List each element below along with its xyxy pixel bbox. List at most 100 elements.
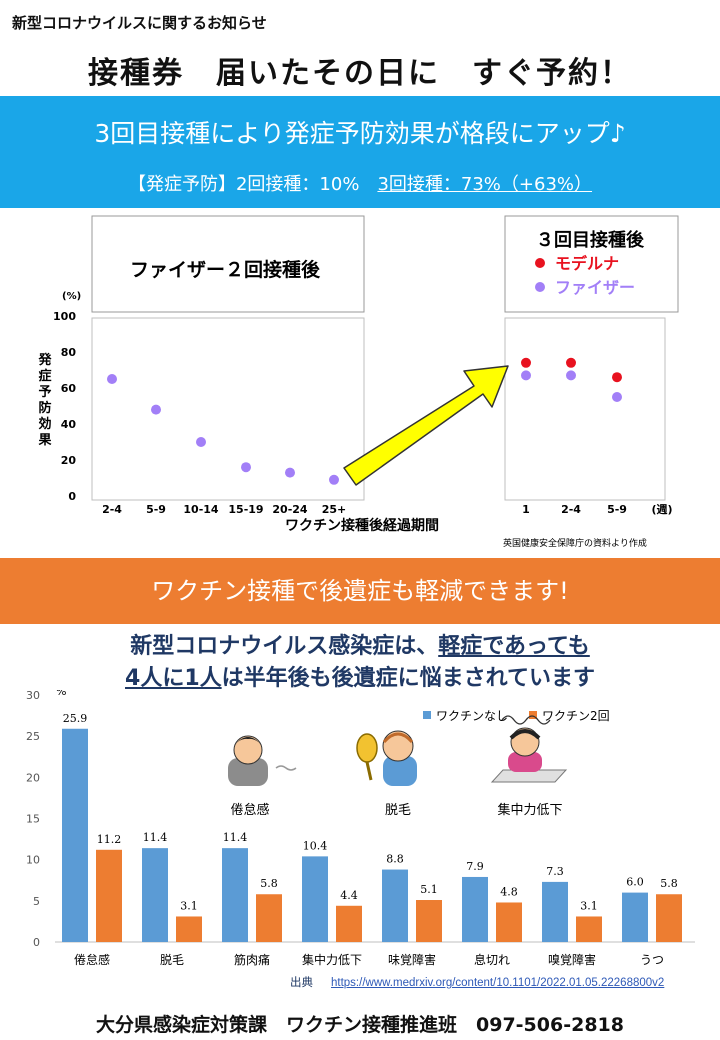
category-label: 息切れ xyxy=(474,952,510,967)
y-tick-label: 60 xyxy=(61,382,77,395)
bar-unvaccinated xyxy=(622,892,648,942)
y-axis-label-char: 症 xyxy=(38,368,51,384)
symptom-chart: % 0 5 10 15 20 25 30 25.9 11.2 倦怠感 11.4 3.1 脱毛 11.4 5.8… xyxy=(26,690,695,967)
illustration-caption: 脱毛 xyxy=(385,803,411,818)
left-plot-frame xyxy=(91,317,365,501)
message-line-2-b: は半年後も後遺症に悩まされています xyxy=(221,666,595,691)
efficacy-banner: 3回目接種により発症予防効果が格段にアップ♪ 【発症予防】2回接種：10% 3回… xyxy=(0,96,720,208)
efficacy-source-note: 英国健康安全保障庁の資料より作成 xyxy=(503,537,647,549)
category-label: 倦怠感 xyxy=(74,952,110,967)
booster-point xyxy=(612,372,622,383)
bar-value-label: 3.1 xyxy=(180,899,198,912)
x-tick-label: 25+ xyxy=(322,503,347,516)
legend-label: ワクチンなし xyxy=(436,709,508,723)
category-label: 脱毛 xyxy=(160,952,184,967)
pfizer-2dose-point xyxy=(241,462,251,473)
bar-value-label: 7.3 xyxy=(546,865,564,878)
y-tick-label: 80 xyxy=(61,346,77,359)
bar-value-label: 10.4 xyxy=(303,839,328,852)
bar-vaccinated xyxy=(496,902,522,942)
legend-swatch xyxy=(529,711,537,719)
concentration-illustration-icon xyxy=(490,715,568,783)
y-axis-label-char: 防 xyxy=(38,400,51,416)
booster-point xyxy=(566,370,576,381)
x-axis-label: ワクチン接種後経過期間 xyxy=(285,517,439,534)
category-label: 筋肉痛 xyxy=(234,952,270,967)
legend-label: ワクチン2回 xyxy=(542,709,610,723)
bar-unvaccinated xyxy=(542,881,568,942)
bar-value-label: 11.4 xyxy=(143,831,168,844)
bar-vaccinated xyxy=(576,916,602,942)
bar-unvaccinated xyxy=(382,869,408,942)
bar-value-label: 11.4 xyxy=(223,831,248,844)
pfizer-2dose-point xyxy=(151,404,161,415)
bar-vaccinated xyxy=(176,916,202,942)
efficacy-summary-three-dose: 3回接種：73%（+63%） xyxy=(377,174,593,195)
bar-value-label: 4.4 xyxy=(340,889,358,902)
y-tick-label: 0 xyxy=(68,490,76,503)
bar-value-label: 7.9 xyxy=(466,860,484,873)
source-link[interactable]: https://www.medrxiv.org/content/10.1101/… xyxy=(331,977,665,989)
x-tick-label: 15-19 xyxy=(228,503,263,516)
booster-point xyxy=(521,370,531,381)
y-tick-label: 20 xyxy=(61,454,77,467)
bar-value-label: 5.8 xyxy=(260,877,278,890)
bar-vaccinated xyxy=(96,849,122,942)
bar-value-label: 4.8 xyxy=(500,885,518,898)
bar-vaccinated xyxy=(416,900,442,942)
bar-value-label: 6.0 xyxy=(626,876,644,889)
efficacy-summary: 【発症予防】2回接種：10% 3回接種：73%（+63%） xyxy=(0,170,720,196)
bar-value-label: 5.8 xyxy=(660,877,678,890)
y-tick-label: 100 xyxy=(53,310,76,323)
y-tick-label: 5 xyxy=(33,895,40,908)
bar-unvaccinated xyxy=(142,848,168,942)
legend-label: ファイザー xyxy=(555,278,635,297)
x-tick-label: 10-14 xyxy=(183,503,219,516)
right-plot-frame xyxy=(504,317,666,501)
booster-point xyxy=(566,357,576,368)
pfizer-2dose-point xyxy=(107,374,117,384)
bar-value-label: 5.1 xyxy=(420,883,438,896)
hair-loss-illustration-icon xyxy=(356,730,417,786)
arrow-icon xyxy=(343,365,509,486)
legend-marker xyxy=(535,282,545,292)
booster-point xyxy=(612,392,622,402)
bar-value-label: 3.1 xyxy=(580,899,598,912)
y-tick-label: 25 xyxy=(26,730,40,743)
fatigue-illustration-icon xyxy=(228,735,297,786)
y-axis-label-char: 効 xyxy=(38,416,51,432)
x-tick-label: 2-4 xyxy=(561,503,581,516)
after-effects-banner: ワクチン接種で後遺症も軽減できます! xyxy=(0,558,720,624)
efficacy-summary-two-dose: 【発症予防】2回接種：10% xyxy=(127,174,378,195)
message-line-1-b: 軽症であっても xyxy=(438,634,590,659)
x-tick-label: 5-9 xyxy=(607,503,627,516)
bar-vaccinated xyxy=(656,894,682,942)
category-label: 集中力低下 xyxy=(302,952,362,967)
source-label: 出典 xyxy=(290,977,313,989)
booster-point xyxy=(521,357,531,368)
y-axis-label-char: 果 xyxy=(37,433,51,448)
legend-marker xyxy=(535,258,545,268)
pfizer-2dose-point xyxy=(329,474,339,485)
bar-unvaccinated xyxy=(302,856,328,942)
x-tick-label: 20-24 xyxy=(272,503,308,516)
y-tick-label: 15 xyxy=(26,813,40,826)
legend-swatch xyxy=(423,711,431,719)
x-tick-label: 2-4 xyxy=(102,503,122,516)
efficacy-heading: 3回目接種により発症予防効果が格段にアップ♪ xyxy=(94,119,626,148)
footer-contact: 大分県感染症対策課 ワクチン接種推進班 097-506-2818 xyxy=(96,1014,624,1036)
right-title-box xyxy=(504,215,679,313)
x-tick-label: 1 xyxy=(522,503,530,516)
bar-value-label: 8.8 xyxy=(386,853,404,866)
y-axis-label-char: 発 xyxy=(37,352,52,368)
category-label: 味覚障害 xyxy=(388,952,436,967)
y-tick-label: 20 xyxy=(26,771,40,784)
y-tick-label: 40 xyxy=(61,418,77,431)
pfizer-2dose-point xyxy=(196,437,206,447)
x-tick-label: 5-9 xyxy=(146,503,166,516)
bar-unvaccinated xyxy=(222,848,248,942)
page-title: 接種券 届いたその日に すぐ予約！ xyxy=(88,56,632,91)
bar-value-label: 25.9 xyxy=(63,712,88,725)
message-line-2-a: 4人に1人 xyxy=(125,666,222,691)
y-unit: % xyxy=(56,690,66,698)
